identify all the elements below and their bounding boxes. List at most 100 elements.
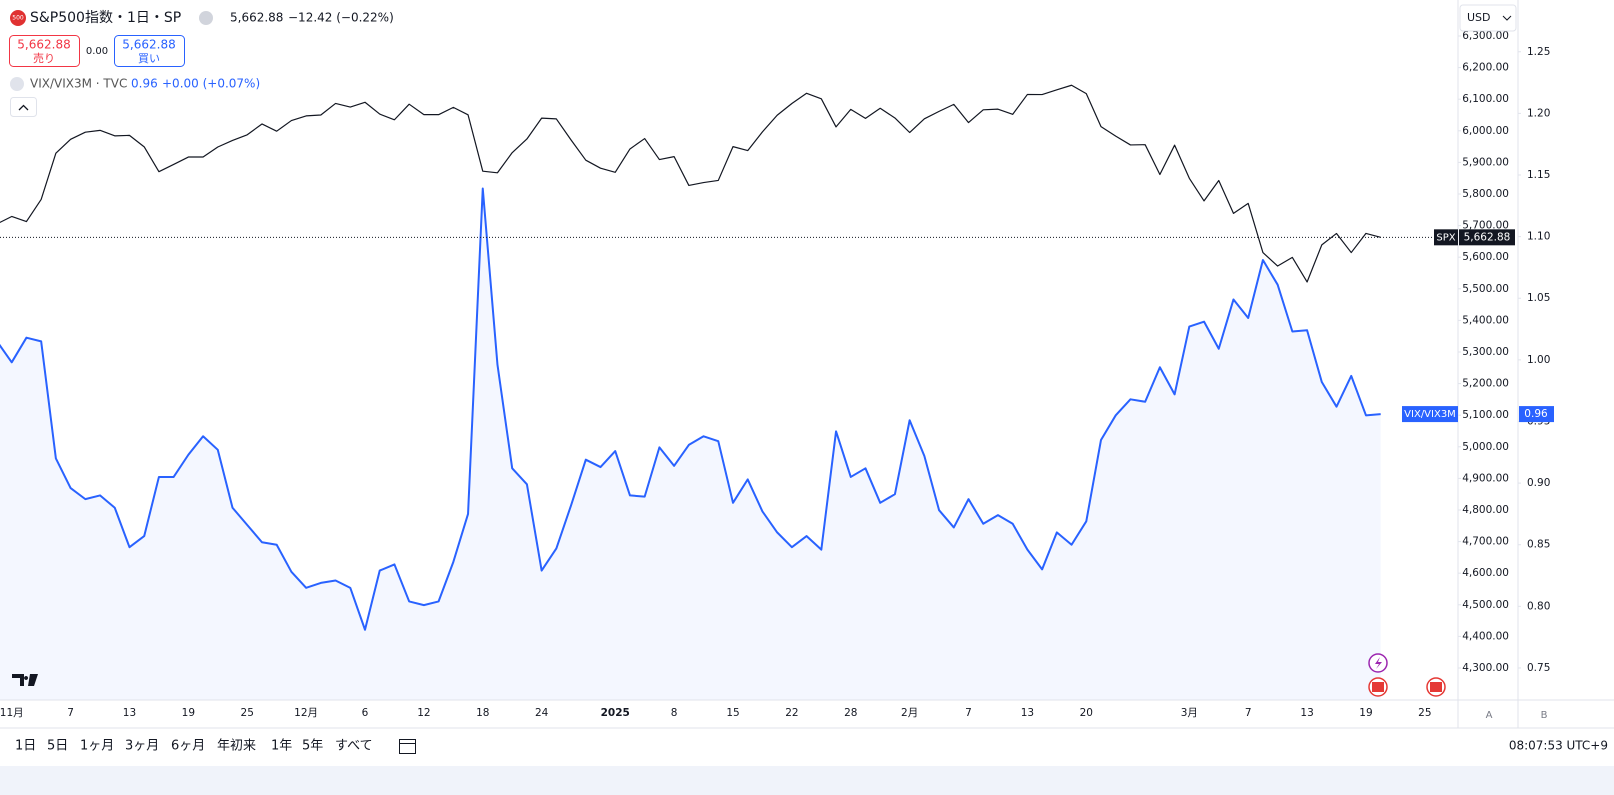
- sell-label[interactable]: 売り: [33, 52, 55, 65]
- symbol-title[interactable]: S&P500指数・1日・SP: [30, 10, 181, 26]
- y-tick-label: 6,100.00: [1462, 93, 1509, 105]
- x-tick-label: 20: [1080, 707, 1093, 719]
- y2-tick-label: 1.10: [1527, 231, 1550, 243]
- clock: 08:07:53 UTC+9: [1509, 739, 1608, 753]
- x-tick-label: 2月: [901, 707, 918, 719]
- y-tick-label: 5,500.00: [1462, 283, 1509, 295]
- x-tick-label: 28: [844, 707, 857, 719]
- y2-tick-label: 0.90: [1527, 477, 1550, 489]
- y-tick-label: 5,600.00: [1462, 251, 1509, 263]
- y-tick-label: 4,700.00: [1462, 536, 1509, 548]
- y2-tick-label: 1.15: [1527, 169, 1550, 181]
- overlay-last: 0.96: [131, 77, 158, 91]
- range-button[interactable]: 年初来: [217, 739, 256, 754]
- y-tick-label: 5,200.00: [1462, 378, 1509, 390]
- currency[interactable]: USD: [1467, 11, 1491, 24]
- tv-logo: [12, 674, 38, 686]
- overlay-change: +0.00 (+0.07%): [162, 77, 260, 91]
- symbol-logo: [10, 10, 26, 26]
- y-tick-label: 6,300.00: [1462, 30, 1509, 42]
- overlay-symbol[interactable]: VIX/VIX3M · TVC: [30, 77, 127, 91]
- overlay-logo: [10, 77, 24, 91]
- price-tag: [1459, 229, 1515, 246]
- buy-button[interactable]: [114, 35, 185, 67]
- line: [0, 187, 1381, 631]
- y-tick-label: 5,800.00: [1462, 188, 1509, 200]
- x-tick-label: 6: [362, 707, 369, 719]
- x-tick-label: 25: [241, 707, 254, 719]
- y2-tick-label: 1.25: [1527, 46, 1550, 58]
- y-tick-label: 4,500.00: [1462, 599, 1509, 611]
- logo-text: 500: [12, 15, 24, 22]
- scale-button[interactable]: A: [1486, 710, 1493, 721]
- y2-tick-label: 1.20: [1527, 107, 1550, 119]
- y2-tick-label: 1.05: [1527, 292, 1550, 304]
- range-button[interactable]: すべて: [335, 739, 373, 754]
- y2-tick-label: 1.00: [1527, 354, 1550, 366]
- y-tick-label: 4,600.00: [1462, 567, 1509, 579]
- last-price: 5,662.88: [230, 11, 283, 25]
- range-button[interactable]: 5日: [47, 739, 68, 754]
- scale-button[interactable]: B: [1541, 710, 1548, 721]
- line: [0, 84, 1381, 283]
- x-tick-label: 11月: [0, 707, 24, 719]
- y-tick-label: 6,200.00: [1462, 62, 1509, 74]
- y-tick-label: 4,300.00: [1462, 662, 1509, 674]
- x-tick-label: 7: [1245, 707, 1252, 719]
- x-tick-label: 13: [1300, 707, 1313, 719]
- currency-box[interactable]: [1459, 4, 1517, 32]
- x-tick-label: 12月: [294, 707, 318, 719]
- x-tick-label: 3月: [1181, 707, 1198, 719]
- x-tick-label: 19: [182, 707, 195, 719]
- y2-tick-label: 0.75: [1527, 662, 1550, 674]
- y-tick-label: 4,400.00: [1462, 630, 1509, 642]
- price-tag-name: VIX/VIX3M: [1404, 409, 1456, 420]
- event-icon-glyph: [1375, 657, 1382, 669]
- x-tick-label: 19: [1359, 707, 1372, 719]
- range-button[interactable]: 1ヶ月: [80, 739, 114, 754]
- price-tag: [1402, 406, 1458, 423]
- y-tick-label: 5,300.00: [1462, 346, 1509, 358]
- buy-price[interactable]: 5,662.88: [122, 38, 175, 52]
- y-tick-label: 5,100.00: [1462, 409, 1509, 421]
- y-tick-label: 5,700.00: [1462, 220, 1509, 232]
- price-tag-value: 5,662.88: [1464, 231, 1511, 243]
- x-tick-label: 13: [123, 707, 136, 719]
- price-tag-value: 0.96: [1524, 408, 1548, 420]
- x-tick-label: 13: [1021, 707, 1034, 719]
- y-tick-label: 6,000.00: [1462, 125, 1509, 137]
- x-tick-label: 24: [535, 707, 549, 719]
- x-tick-label: 7: [965, 707, 972, 719]
- price-tag: [1519, 406, 1554, 423]
- y2-tick-label: 0.80: [1527, 600, 1550, 612]
- price-tag-name: SPX: [1436, 232, 1455, 243]
- footer-strip: [0, 766, 1614, 795]
- status-dot: [199, 11, 213, 25]
- x-tick-label: 15: [726, 707, 739, 719]
- calendar-icon[interactable]: [399, 739, 416, 754]
- range-button[interactable]: 3ヶ月: [125, 739, 159, 754]
- x-tick-label: 2025: [601, 707, 630, 719]
- range-button[interactable]: 1日: [15, 739, 36, 754]
- sell-button[interactable]: [9, 35, 80, 67]
- collapse-button[interactable]: [10, 97, 37, 117]
- y2-tick-label: 0.85: [1527, 539, 1550, 551]
- range-button[interactable]: 6ヶ月: [171, 739, 205, 754]
- y-tick-label: 5,000.00: [1462, 441, 1509, 453]
- spread: 0.00: [86, 46, 108, 57]
- plot-area: [0, 84, 1381, 700]
- currency-caret: [1502, 15, 1512, 21]
- sell-price[interactable]: 5,662.88: [17, 38, 70, 52]
- y-tick-label: 5,400.00: [1462, 314, 1509, 326]
- range-button[interactable]: 5年: [302, 739, 323, 754]
- event-icon-glyph: [1372, 682, 1384, 692]
- x-tick-label: 22: [785, 707, 798, 719]
- range-button[interactable]: 1年: [271, 739, 292, 754]
- buy-label[interactable]: 買い: [138, 52, 160, 65]
- collapse-icon: [18, 104, 29, 111]
- event-icon-glyph: [1430, 682, 1442, 692]
- x-tick-label: 25: [1418, 707, 1431, 719]
